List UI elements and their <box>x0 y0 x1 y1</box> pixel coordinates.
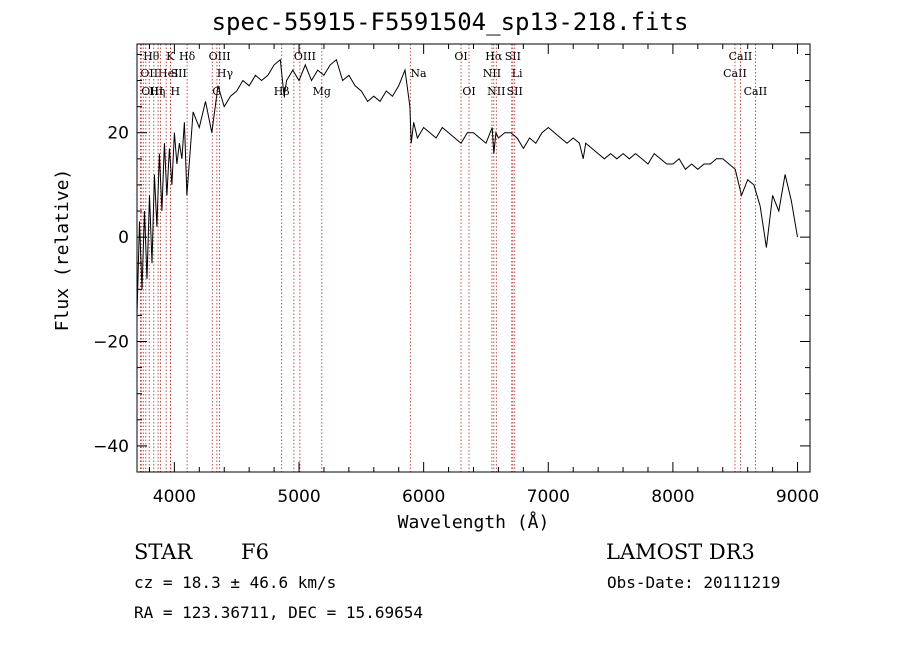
spectral-line-label: H <box>171 85 181 98</box>
spectral-line-label: OI <box>454 50 467 63</box>
x-tick-label: 5000 <box>277 487 320 507</box>
spectral-line-label: SII <box>505 50 521 63</box>
spectral-line-label: Hη <box>149 85 165 98</box>
spectral-line-label: SII <box>171 67 187 80</box>
y-tick-label: −40 <box>93 437 129 457</box>
survey-name: LAMOST DR3 <box>606 540 755 564</box>
spectral-line-label: CaII <box>744 85 768 98</box>
x-tick-label: 8000 <box>651 487 694 507</box>
object-class: STAR <box>134 540 193 564</box>
spectral-line-label: NII <box>483 67 501 80</box>
y-tick-label: −20 <box>93 333 129 353</box>
flux-line <box>136 58 798 316</box>
spectral-line-label: OIII <box>209 50 231 63</box>
spectral-line-label: Hα <box>485 50 503 63</box>
plot-frame <box>136 43 811 473</box>
x-axis-label: Wavelength (Å) <box>398 511 550 533</box>
spectral-line-label: Hθ <box>143 50 160 63</box>
spectral-line-label: Hγ <box>217 67 234 80</box>
spectral-line-label: CaII <box>729 50 753 63</box>
y-axis-label: Flux (relative) <box>52 169 73 332</box>
redshift-cz: cz = 18.3 ± 46.6 km/s <box>134 573 337 592</box>
flux-series <box>136 58 798 316</box>
x-tick-label: 4000 <box>153 487 196 507</box>
y-tick-label: 20 <box>107 124 129 144</box>
y-tick-label: 0 <box>118 228 129 248</box>
spectral-line-label: Mg <box>313 85 331 98</box>
spectral-line-label: K <box>166 50 175 63</box>
spectral-line-label: Na <box>410 67 427 80</box>
spectral-lines: OIIOIIIHθHηHeIKHSIIHδGHγOIIIHβOIIIMgNaOI… <box>139 44 768 472</box>
spectral-line-label: HeI <box>158 67 178 80</box>
spectral-line-label: OIII <box>294 50 316 63</box>
spectral-line-label: Hδ <box>179 50 196 63</box>
spectral-line-label: Hβ <box>274 85 290 98</box>
spectral-line-label: OI <box>462 85 475 98</box>
object-subclass: F6 <box>241 540 269 564</box>
spectral-line-label: CaII <box>723 67 747 80</box>
spectral-line-label: G <box>212 85 221 98</box>
x-tick-label: 9000 <box>776 487 819 507</box>
axes: 4000 5000 6000 7000 8000 9000 −40 −20 0 20 <box>93 44 819 507</box>
spectrum-chart: OIIOIIIHθHηHeIKHSIIHδGHγOIIIHβOIIIMgNaOI… <box>52 43 819 533</box>
spectral-line-label: SII <box>507 85 523 98</box>
x-tick-label: 7000 <box>527 487 570 507</box>
spectral-line-label: OIII <box>141 85 163 98</box>
chart-title: spec-55915-F5591504_sp13-218.fits <box>211 8 689 36</box>
spectral-line-label: Li <box>512 67 523 80</box>
coordinates: RA = 123.36711, DEC = 15.69654 <box>134 603 423 622</box>
obs-date: Obs-Date: 20111219 <box>607 573 781 592</box>
x-tick-label: 6000 <box>402 487 445 507</box>
spectral-line-label: NII <box>487 85 505 98</box>
